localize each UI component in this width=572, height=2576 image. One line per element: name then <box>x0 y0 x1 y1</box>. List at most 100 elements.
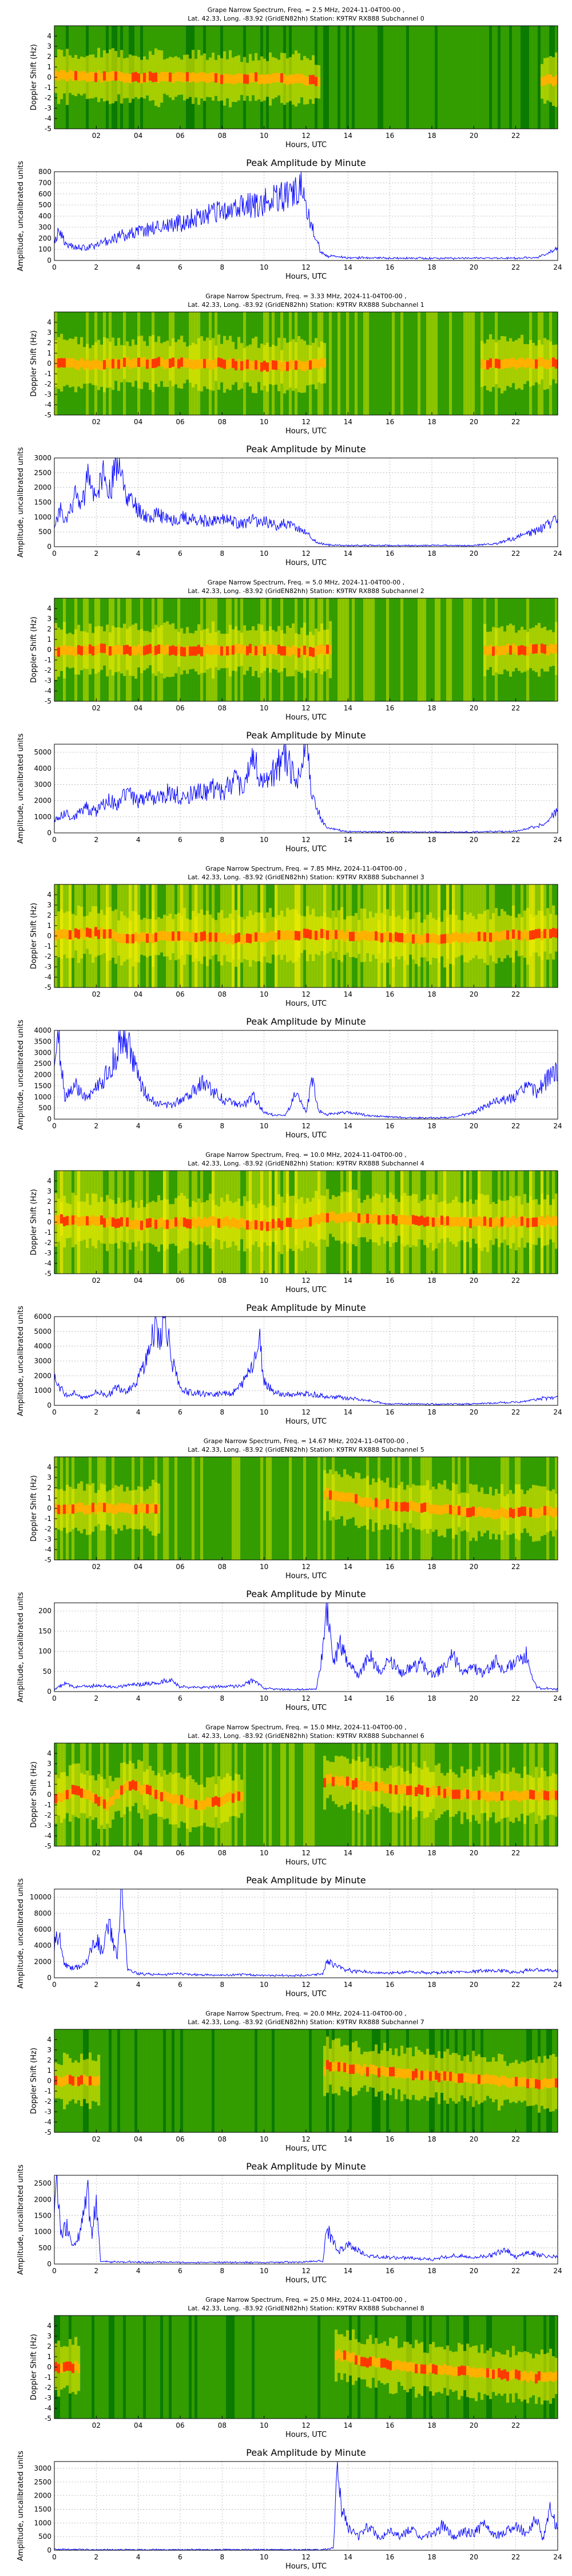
spectrum-x-tick-label: 04 <box>134 1563 142 1571</box>
spectrum-signal <box>406 1785 410 1795</box>
spectrum-signal <box>446 2072 450 2081</box>
spectrum-signal <box>235 1790 238 1800</box>
spectrum-signal <box>446 2365 450 2376</box>
spectrum-signal <box>466 1789 470 1799</box>
spectrum-signal <box>194 1219 198 1228</box>
spectrum-signal <box>455 931 458 941</box>
spectrum-signal <box>503 2076 507 2085</box>
spectrum-signal <box>123 934 126 943</box>
amplitude-x-tick-label: 8 <box>220 550 225 558</box>
spectrum-signal <box>200 1800 204 1810</box>
spectrum-signal <box>309 647 312 657</box>
spectrum-signal <box>209 932 212 942</box>
spectrum-noise-column <box>440 26 444 129</box>
spectrum-signal <box>169 1219 172 1229</box>
spectrum-signal <box>312 359 315 369</box>
spectrum-signal <box>134 358 138 368</box>
spectrum-signal <box>106 1801 109 1811</box>
spectrum-signal <box>521 1216 524 1226</box>
spectrum-signal <box>466 1217 470 1227</box>
amplitude-y-axis-label: Amplitude, uncalibrated units <box>17 1592 25 1702</box>
spectrum-signal <box>63 2362 66 2372</box>
spectrum-signal <box>166 1792 169 1801</box>
spectrum-signal <box>532 1217 535 1227</box>
spectrum-signal <box>252 73 255 83</box>
spectrum-signal <box>149 358 152 368</box>
amplitude-y-tick-label: 2000 <box>34 1958 51 1966</box>
spectrum-signal <box>529 2370 533 2380</box>
spectrum-x-tick-label: 20 <box>470 704 478 712</box>
spectrum-noise-column <box>163 1457 166 1560</box>
spectrum-x-tick-label: 02 <box>92 1563 101 1571</box>
spectrum-signal <box>220 646 224 656</box>
spectrum-signal <box>552 1216 555 1226</box>
spectrum-signal <box>123 1217 126 1227</box>
spectrum-y-tick-label: 0 <box>47 73 51 81</box>
spectrum-signal <box>280 930 284 940</box>
spectrum-signal <box>97 930 101 939</box>
spectrum-noise-column <box>375 26 378 129</box>
spectrum-noise-column <box>320 1457 324 1560</box>
spectrum-signal <box>380 1500 384 1510</box>
spectrum-signal <box>83 930 86 940</box>
amplitude-y-tick-label: 1000 <box>34 513 51 521</box>
spectrum-y-tick-label: -1 <box>45 84 51 92</box>
spectrum-signal <box>452 1217 455 1227</box>
spectrum-signal <box>546 929 550 939</box>
spectrum-signal <box>403 2361 407 2370</box>
amplitude-title: Peak Amplitude by Minute <box>246 730 366 741</box>
spectrum-signal <box>429 2071 432 2081</box>
spectrum-title: Grape Narrow Spectrum, Freq. = 3.33 MHz,… <box>205 293 407 300</box>
amplitude-x-tick-label: 16 <box>386 1981 394 1989</box>
spectrum-signal <box>346 1776 349 1786</box>
spectrum-signal <box>63 2076 66 2086</box>
spectrum-signal <box>492 2075 495 2085</box>
spectrum-signal <box>212 645 215 655</box>
spectrum-signal <box>529 643 533 653</box>
spectrum-noise-column <box>380 598 384 701</box>
spectrum-signal <box>412 2362 415 2372</box>
spectrum-subtitle: Lat. 42.33, Long. -83.92 (GridEN82hh) St… <box>188 587 424 595</box>
spectrum-signal <box>443 1788 447 1799</box>
spectrum-noise-column <box>260 1743 264 1846</box>
amplitude-y-axis-label: Amplitude, uncalibrated units <box>17 1020 25 1130</box>
spectrum-noise-column <box>349 598 352 701</box>
spectrum-signal <box>472 1791 475 1801</box>
spectrum-signal <box>280 1220 284 1230</box>
spectrum-noise-column <box>306 2316 309 2419</box>
spectrum-x-tick-label: 02 <box>92 418 101 426</box>
amplitude-x-tick-label: 24 <box>553 550 562 558</box>
spectrum-y-tick-label: -5 <box>45 983 51 991</box>
spectrum-signal <box>432 933 435 943</box>
spectrum-signal <box>440 1505 444 1515</box>
spectrum-y-axis-label: Doppler Shift (Hz) <box>30 1475 38 1542</box>
spectrum-signal <box>521 931 524 941</box>
spectrum-signal <box>495 2076 498 2085</box>
spectrum-signal <box>172 74 175 84</box>
spectrum-signal <box>552 2077 555 2088</box>
spectrum-noise-column <box>329 26 332 129</box>
spectrum-signal <box>286 1218 289 1227</box>
amplitude-x-tick-label: 22 <box>511 1408 520 1416</box>
amplitude-x-tick-label: 2 <box>94 550 99 558</box>
spectrum-signal <box>346 2351 349 2361</box>
spectrum-signal <box>255 932 258 942</box>
spectrum-noise-column <box>303 1457 307 1560</box>
spectrum-signal <box>143 1784 146 1793</box>
spectrum-signal <box>535 644 538 654</box>
spectrum-signal <box>458 1506 461 1515</box>
spectrum-signal <box>143 932 146 942</box>
spectrum-signal <box>120 934 124 943</box>
spectrum-x-tick-label: 14 <box>344 2421 352 2429</box>
spectrum-signal <box>543 1790 547 1800</box>
spectrum-signal <box>114 1219 118 1228</box>
spectrum-x-tick-label: 06 <box>176 1849 184 1857</box>
spectrum-noise-column <box>117 2029 121 2132</box>
spectrum-noise-column <box>518 26 521 129</box>
spectrum-signal <box>172 645 175 655</box>
spectrum-noise-column <box>263 2029 267 2132</box>
amplitude-x-axis-label: Hours, UTC <box>285 559 327 567</box>
spectrum-signal <box>194 646 198 656</box>
spectrum-signal <box>223 359 227 369</box>
spectrum-signal <box>112 71 115 81</box>
